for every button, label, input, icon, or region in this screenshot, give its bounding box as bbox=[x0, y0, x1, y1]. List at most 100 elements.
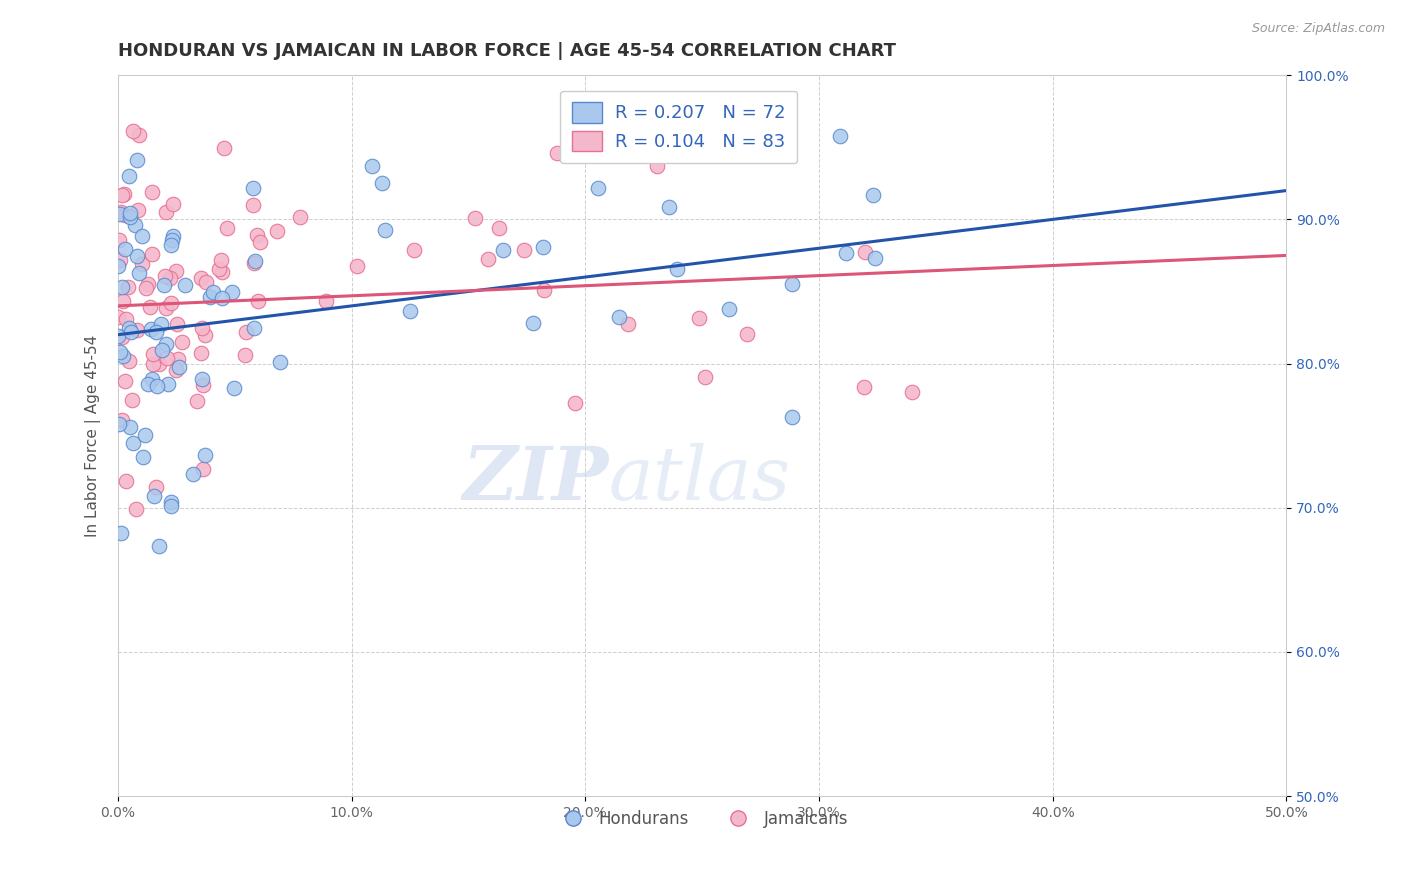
Point bbox=[125, 323, 148, 337]
Point bbox=[346, 259, 368, 273]
Point bbox=[666, 261, 689, 276]
Point bbox=[221, 285, 243, 299]
Point bbox=[371, 176, 394, 190]
Point bbox=[156, 351, 179, 366]
Point bbox=[142, 489, 165, 503]
Point bbox=[645, 159, 668, 173]
Point bbox=[193, 378, 215, 392]
Point bbox=[107, 329, 129, 343]
Point bbox=[118, 419, 141, 434]
Point bbox=[127, 202, 149, 217]
Text: ZIP: ZIP bbox=[463, 442, 609, 516]
Point bbox=[134, 427, 156, 442]
Point bbox=[211, 291, 233, 305]
Point bbox=[118, 169, 141, 183]
Point bbox=[159, 271, 181, 285]
Point bbox=[214, 141, 236, 155]
Point bbox=[108, 207, 131, 221]
Point bbox=[242, 180, 264, 194]
Point bbox=[477, 252, 499, 267]
Point bbox=[118, 353, 141, 368]
Point bbox=[174, 278, 197, 293]
Point bbox=[111, 349, 134, 363]
Point bbox=[522, 317, 544, 331]
Point bbox=[160, 499, 183, 513]
Point bbox=[194, 448, 217, 462]
Point bbox=[121, 393, 143, 408]
Point bbox=[145, 325, 167, 339]
Point bbox=[115, 474, 138, 488]
Point bbox=[124, 219, 146, 233]
Point bbox=[194, 275, 217, 289]
Point bbox=[131, 257, 153, 271]
Point bbox=[152, 277, 174, 292]
Point bbox=[269, 355, 291, 369]
Point bbox=[107, 259, 129, 273]
Point bbox=[160, 296, 183, 310]
Point bbox=[160, 238, 183, 252]
Point bbox=[693, 370, 716, 384]
Point bbox=[209, 252, 232, 267]
Point bbox=[201, 285, 224, 299]
Y-axis label: In Labor Force | Age 45-54: In Labor Force | Age 45-54 bbox=[86, 334, 101, 537]
Point bbox=[224, 381, 246, 395]
Point bbox=[122, 124, 145, 138]
Point bbox=[155, 337, 177, 351]
Point bbox=[150, 343, 173, 358]
Point bbox=[718, 301, 741, 316]
Point bbox=[111, 330, 134, 344]
Point bbox=[111, 280, 134, 294]
Point bbox=[115, 312, 138, 326]
Point bbox=[132, 450, 155, 465]
Point bbox=[780, 277, 803, 292]
Point bbox=[108, 344, 131, 359]
Point bbox=[131, 228, 153, 243]
Point bbox=[112, 294, 135, 309]
Point bbox=[135, 281, 157, 295]
Point bbox=[159, 495, 181, 509]
Point bbox=[191, 461, 214, 475]
Point bbox=[198, 290, 221, 304]
Point bbox=[111, 412, 134, 426]
Point bbox=[110, 204, 132, 219]
Point bbox=[564, 396, 586, 410]
Point bbox=[148, 357, 170, 371]
Point bbox=[155, 204, 177, 219]
Text: atlas: atlas bbox=[609, 442, 790, 516]
Point bbox=[136, 377, 159, 392]
Point bbox=[862, 188, 884, 202]
Point bbox=[166, 362, 188, 376]
Text: Source: ZipAtlas.com: Source: ZipAtlas.com bbox=[1251, 22, 1385, 36]
Text: HONDURAN VS JAMAICAN IN LABOR FORCE | AGE 45-54 CORRELATION CHART: HONDURAN VS JAMAICAN IN LABOR FORCE | AG… bbox=[118, 42, 896, 60]
Point bbox=[108, 233, 131, 247]
Point bbox=[172, 335, 194, 350]
Point bbox=[290, 210, 312, 224]
Point bbox=[215, 221, 238, 235]
Point bbox=[127, 249, 149, 263]
Point bbox=[607, 310, 630, 324]
Point bbox=[108, 417, 131, 431]
Point bbox=[128, 266, 150, 280]
Point bbox=[145, 480, 167, 494]
Point bbox=[148, 539, 170, 553]
Point bbox=[533, 283, 555, 297]
Point bbox=[107, 310, 129, 324]
Point bbox=[162, 197, 184, 211]
Point bbox=[243, 256, 266, 270]
Point bbox=[853, 245, 876, 260]
Point bbox=[246, 294, 269, 309]
Point bbox=[186, 394, 208, 409]
Point bbox=[142, 357, 165, 371]
Point bbox=[315, 293, 337, 308]
Point bbox=[139, 322, 162, 336]
Point bbox=[128, 128, 150, 142]
Point bbox=[111, 188, 134, 202]
Point bbox=[118, 320, 141, 334]
Point bbox=[194, 328, 217, 343]
Point bbox=[167, 359, 190, 374]
Point bbox=[464, 211, 486, 226]
Point bbox=[246, 228, 269, 243]
Point bbox=[901, 385, 924, 400]
Point bbox=[190, 271, 212, 285]
Point bbox=[546, 145, 568, 160]
